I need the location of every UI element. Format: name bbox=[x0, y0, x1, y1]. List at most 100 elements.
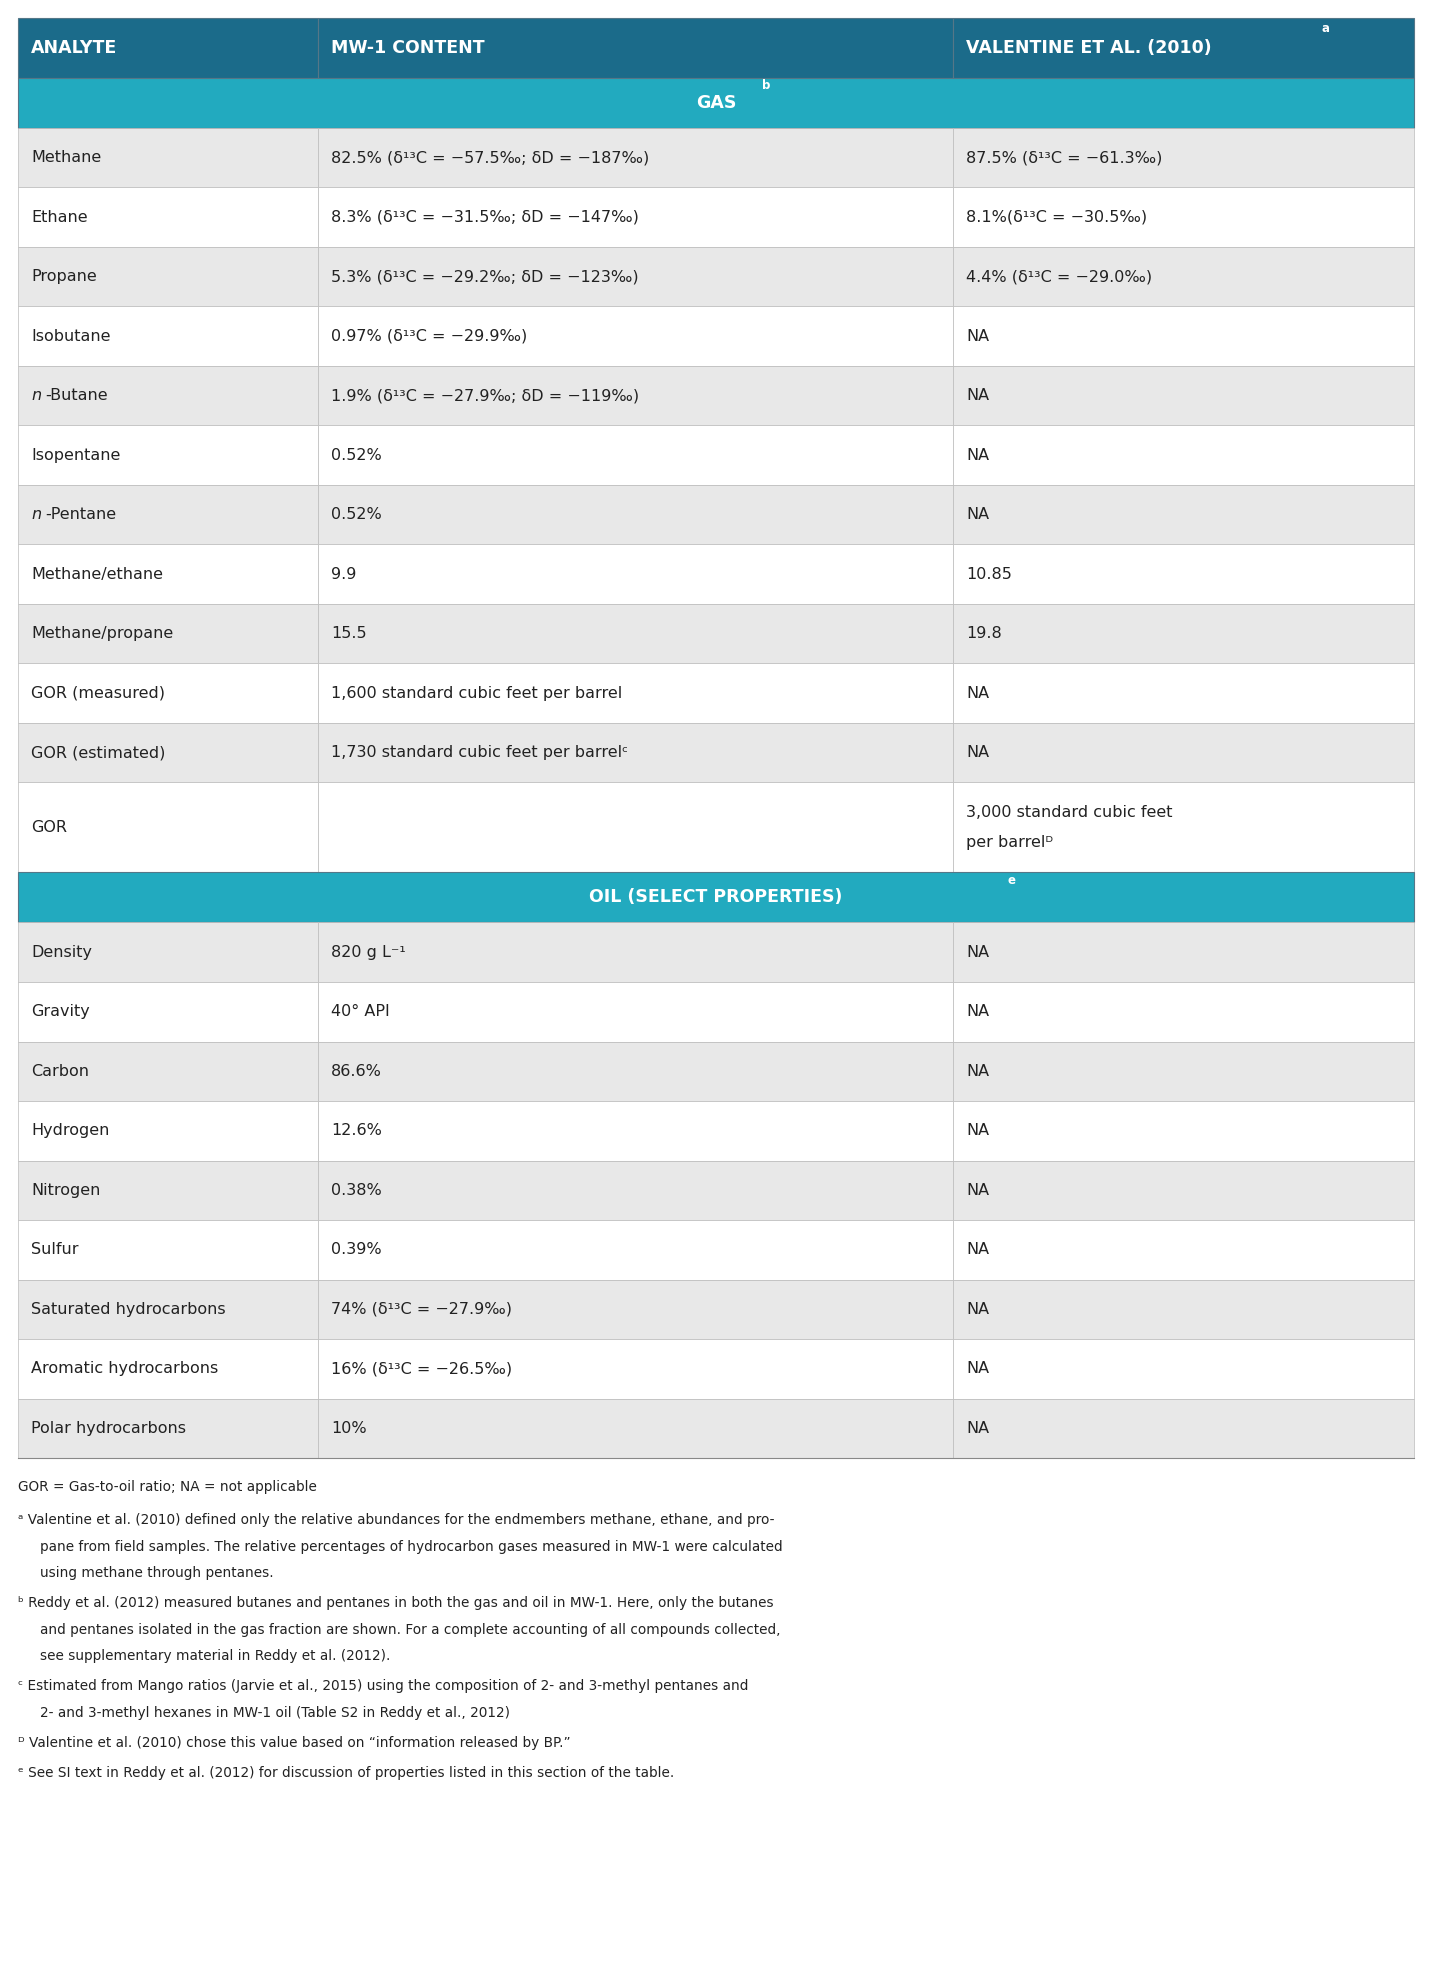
Bar bbox=[19, 1161, 318, 1220]
Bar bbox=[318, 425, 954, 486]
Bar bbox=[318, 1279, 954, 1340]
Text: per barrelᴰ: per barrelᴰ bbox=[967, 834, 1054, 850]
Bar bbox=[954, 545, 1413, 604]
Bar bbox=[19, 187, 318, 248]
Text: 0.52%: 0.52% bbox=[331, 448, 382, 462]
Text: 16% (δ¹³C = −26.5‰): 16% (δ¹³C = −26.5‰) bbox=[331, 1361, 513, 1377]
Text: 8.3% (δ¹³C = −31.5‰; δD = −147‰): 8.3% (δ¹³C = −31.5‰; δD = −147‰) bbox=[331, 210, 639, 224]
Text: 74% (δ¹³C = −27.9‰): 74% (δ¹³C = −27.9‰) bbox=[331, 1302, 513, 1316]
Bar bbox=[19, 724, 318, 783]
Bar bbox=[318, 1220, 954, 1279]
Text: Propane: Propane bbox=[32, 269, 97, 285]
Bar bbox=[19, 783, 318, 873]
Text: NA: NA bbox=[967, 1005, 990, 1019]
Bar bbox=[19, 486, 318, 545]
Text: ᵉ See SI text in Reddy et al. (2012) for discussion of properties listed in this: ᵉ See SI text in Reddy et al. (2012) for… bbox=[19, 1766, 674, 1780]
Text: Isobutane: Isobutane bbox=[32, 328, 110, 344]
Text: 87.5% (δ¹³C = −61.3‰): 87.5% (δ¹³C = −61.3‰) bbox=[967, 149, 1163, 165]
Bar bbox=[19, 663, 318, 724]
Text: and pentanes isolated in the gas fraction are shown. For a complete accounting o: and pentanes isolated in the gas fractio… bbox=[40, 1623, 780, 1637]
Text: Methane/propane: Methane/propane bbox=[32, 626, 173, 641]
Text: GOR (estimated): GOR (estimated) bbox=[32, 745, 165, 761]
Text: ANALYTE: ANALYTE bbox=[32, 39, 117, 57]
Bar bbox=[19, 366, 318, 425]
Bar bbox=[954, 724, 1413, 783]
Text: -Butane: -Butane bbox=[46, 387, 109, 403]
Text: 4.4% (δ¹³C = −29.0‰): 4.4% (δ¹³C = −29.0‰) bbox=[967, 269, 1153, 285]
Text: 1,730 standard cubic feet per barrelᶜ: 1,730 standard cubic feet per barrelᶜ bbox=[331, 745, 629, 761]
Text: NA: NA bbox=[967, 387, 990, 403]
Text: 5.3% (δ¹³C = −29.2‰; δD = −123‰): 5.3% (δ¹³C = −29.2‰; δD = −123‰) bbox=[331, 269, 639, 285]
Bar bbox=[954, 1161, 1413, 1220]
Bar bbox=[19, 1279, 318, 1340]
Text: 0.52%: 0.52% bbox=[331, 507, 382, 523]
Text: NA: NA bbox=[967, 1123, 990, 1139]
Text: 19.8: 19.8 bbox=[967, 626, 1002, 641]
Bar bbox=[318, 783, 954, 873]
Text: 3,000 standard cubic feet: 3,000 standard cubic feet bbox=[967, 805, 1173, 820]
Bar bbox=[318, 1102, 954, 1161]
Bar bbox=[19, 873, 1413, 923]
Text: NA: NA bbox=[967, 1243, 990, 1257]
Bar bbox=[954, 923, 1413, 982]
Text: 10.85: 10.85 bbox=[967, 566, 1012, 582]
Text: using methane through pentanes.: using methane through pentanes. bbox=[40, 1566, 274, 1580]
Bar bbox=[19, 1220, 318, 1279]
Text: NA: NA bbox=[967, 1302, 990, 1316]
Bar bbox=[19, 79, 1413, 128]
Text: see supplementary material in Reddy et al. (2012).: see supplementary material in Reddy et a… bbox=[40, 1648, 391, 1662]
Bar bbox=[954, 663, 1413, 724]
Bar bbox=[954, 128, 1413, 187]
Bar bbox=[318, 486, 954, 545]
Bar bbox=[318, 663, 954, 724]
Bar bbox=[19, 128, 318, 187]
Text: Methane/ethane: Methane/ethane bbox=[32, 566, 163, 582]
Bar bbox=[318, 1340, 954, 1399]
Text: Saturated hydrocarbons: Saturated hydrocarbons bbox=[32, 1302, 226, 1316]
Bar bbox=[19, 604, 318, 663]
Bar bbox=[954, 1340, 1413, 1399]
Bar bbox=[19, 1399, 318, 1458]
Bar bbox=[318, 18, 954, 79]
Text: 86.6%: 86.6% bbox=[331, 1064, 382, 1078]
Text: MW-1 CONTENT: MW-1 CONTENT bbox=[331, 39, 485, 57]
Text: Density: Density bbox=[32, 944, 92, 960]
Text: Polar hydrocarbons: Polar hydrocarbons bbox=[32, 1420, 186, 1436]
Text: NA: NA bbox=[967, 686, 990, 700]
Bar bbox=[19, 425, 318, 486]
Text: 8.1%(δ¹³C = −30.5‰): 8.1%(δ¹³C = −30.5‰) bbox=[967, 210, 1147, 224]
Bar bbox=[954, 307, 1413, 366]
Bar bbox=[19, 307, 318, 366]
Bar bbox=[954, 187, 1413, 248]
Text: a: a bbox=[1322, 22, 1329, 35]
Bar bbox=[954, 1220, 1413, 1279]
Text: b: b bbox=[762, 79, 770, 92]
Bar bbox=[19, 248, 318, 307]
Text: NA: NA bbox=[967, 944, 990, 960]
Text: NA: NA bbox=[967, 1064, 990, 1078]
Bar bbox=[954, 1399, 1413, 1458]
Bar bbox=[954, 783, 1413, 873]
Bar bbox=[318, 923, 954, 982]
Text: NA: NA bbox=[967, 745, 990, 761]
Text: ᵃ Valentine et al. (2010) defined only the relative abundances for the endmember: ᵃ Valentine et al. (2010) defined only t… bbox=[19, 1513, 775, 1526]
Bar bbox=[954, 982, 1413, 1041]
Text: 820 g L⁻¹: 820 g L⁻¹ bbox=[331, 944, 405, 960]
Bar bbox=[954, 1102, 1413, 1161]
Text: Aromatic hydrocarbons: Aromatic hydrocarbons bbox=[32, 1361, 218, 1377]
Text: Methane: Methane bbox=[32, 149, 102, 165]
Text: Nitrogen: Nitrogen bbox=[32, 1182, 100, 1198]
Text: GAS: GAS bbox=[696, 94, 736, 112]
Text: pane from field samples. The relative percentages of hydrocarbon gases measured : pane from field samples. The relative pe… bbox=[40, 1540, 783, 1554]
Bar bbox=[19, 1102, 318, 1161]
Text: NA: NA bbox=[967, 1420, 990, 1436]
Text: n: n bbox=[32, 507, 42, 523]
Bar bbox=[19, 545, 318, 604]
Text: 1,600 standard cubic feet per barrel: 1,600 standard cubic feet per barrel bbox=[331, 686, 623, 700]
Bar bbox=[318, 1161, 954, 1220]
Bar bbox=[318, 187, 954, 248]
Text: 82.5% (δ¹³C = −57.5‰; δD = −187‰): 82.5% (δ¹³C = −57.5‰; δD = −187‰) bbox=[331, 149, 649, 165]
Text: OIL (SELECT PROPERTIES): OIL (SELECT PROPERTIES) bbox=[590, 889, 842, 907]
Bar bbox=[954, 1041, 1413, 1102]
Bar bbox=[318, 545, 954, 604]
